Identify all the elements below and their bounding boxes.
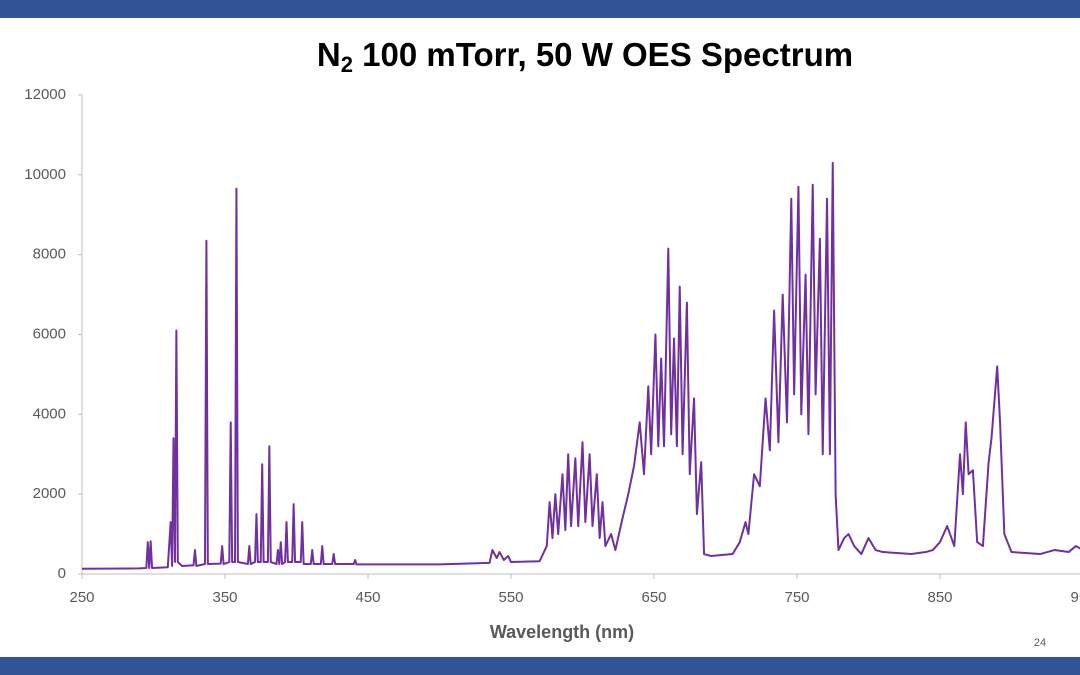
- y-tick-label: 6000: [33, 325, 66, 342]
- x-tick-label: 950: [1070, 589, 1080, 606]
- plot: 0 2000 4000 6000 8000 10000 12000 250 350 450 550 6…: [24, 86, 1080, 606]
- x-tick-label: 550: [498, 589, 523, 606]
- x-tick-label: 450: [355, 589, 380, 606]
- title-rest: 100 mTorr, 50 W OES Spectrum: [353, 36, 853, 73]
- chart-title: N2 100 mTorr, 50 W OES Spectrum: [317, 36, 853, 77]
- x-tick-label: 350: [212, 589, 237, 606]
- y-tick-label: 8000: [33, 246, 66, 263]
- title-subscript: 2: [341, 52, 353, 77]
- spectrum-line: [81, 161, 1080, 570]
- x-axis-label: Wavelength (nm): [490, 622, 634, 642]
- page-number: 24: [1034, 637, 1046, 649]
- y-tick-label: 10000: [24, 166, 66, 183]
- y-tick-label: 4000: [33, 405, 66, 422]
- x-tick-label: 250: [69, 589, 94, 606]
- x-tick-label: 850: [927, 589, 952, 606]
- bottom-band: [0, 657, 1080, 675]
- top-band: [0, 0, 1080, 18]
- y-tick-label: 12000: [24, 86, 66, 103]
- x-tick-label: 650: [641, 589, 666, 606]
- y-tick-label: 0: [58, 565, 66, 582]
- title-text: N: [317, 36, 341, 73]
- y-tick-label: 2000: [33, 485, 66, 502]
- x-tick-label: 750: [784, 589, 809, 606]
